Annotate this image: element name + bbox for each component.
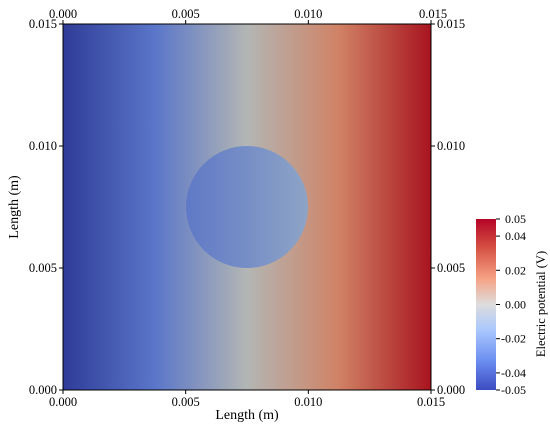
y-tick-label: 0.015 [29, 17, 57, 31]
colorbar-ticks: 0.05 0.04 0.02 0.00 -0.02 -0.04 -0.05 [496, 212, 526, 397]
colorbar-tick-label: 0.05 [505, 212, 526, 226]
colorbar-label: Electric potential (V) [534, 251, 548, 357]
y-tick-label-right: 0.005 [437, 261, 465, 275]
y-tick-label-right: 0.015 [437, 17, 465, 31]
colorbar-tick-label: -0.05 [501, 383, 526, 397]
plot-frame [62, 23, 432, 391]
colorbar [476, 219, 496, 390]
x-tick-label-top: 0.005 [172, 7, 200, 21]
colorbar-tick-label: 0.02 [505, 263, 526, 277]
y-axis-right: 0.000 0.005 0.010 0.015 [431, 17, 465, 397]
x-tick-label: 0.000 [49, 395, 77, 409]
inclusion-circle [186, 146, 308, 268]
x-tick-label-top: 0.015 [419, 7, 447, 21]
y-tick-label: 0.005 [29, 261, 57, 275]
y-tick-label-right: 0.010 [437, 139, 465, 153]
y-tick-label: 0.000 [29, 383, 57, 397]
colorbar-tick-label: 0.00 [505, 298, 526, 312]
x-axis-label: Length (m) [215, 408, 279, 423]
y-axis-left: 0.000 0.005 0.010 0.015 [29, 17, 63, 397]
y-tick-label-right: 0.000 [437, 383, 465, 397]
x-tick-label: 0.010 [294, 395, 322, 409]
x-axis-top: 0.000 0.005 0.010 0.015 [49, 7, 447, 24]
colorbar-tick-label: 0.04 [505, 229, 526, 243]
x-tick-label-top: 0.010 [294, 7, 322, 21]
y-tick-label: 0.010 [29, 139, 57, 153]
x-axis-bottom: 0.000 0.005 0.010 0.015 [49, 390, 445, 409]
x-tick-label: 0.005 [172, 395, 200, 409]
x-tick-label-top: 0.000 [49, 7, 77, 21]
x-tick-label: 0.015 [417, 395, 445, 409]
y-axis-label: Length (m) [7, 175, 22, 239]
colorbar-tick-label: -0.04 [501, 366, 526, 380]
colorbar-tick-label: -0.02 [501, 332, 526, 346]
